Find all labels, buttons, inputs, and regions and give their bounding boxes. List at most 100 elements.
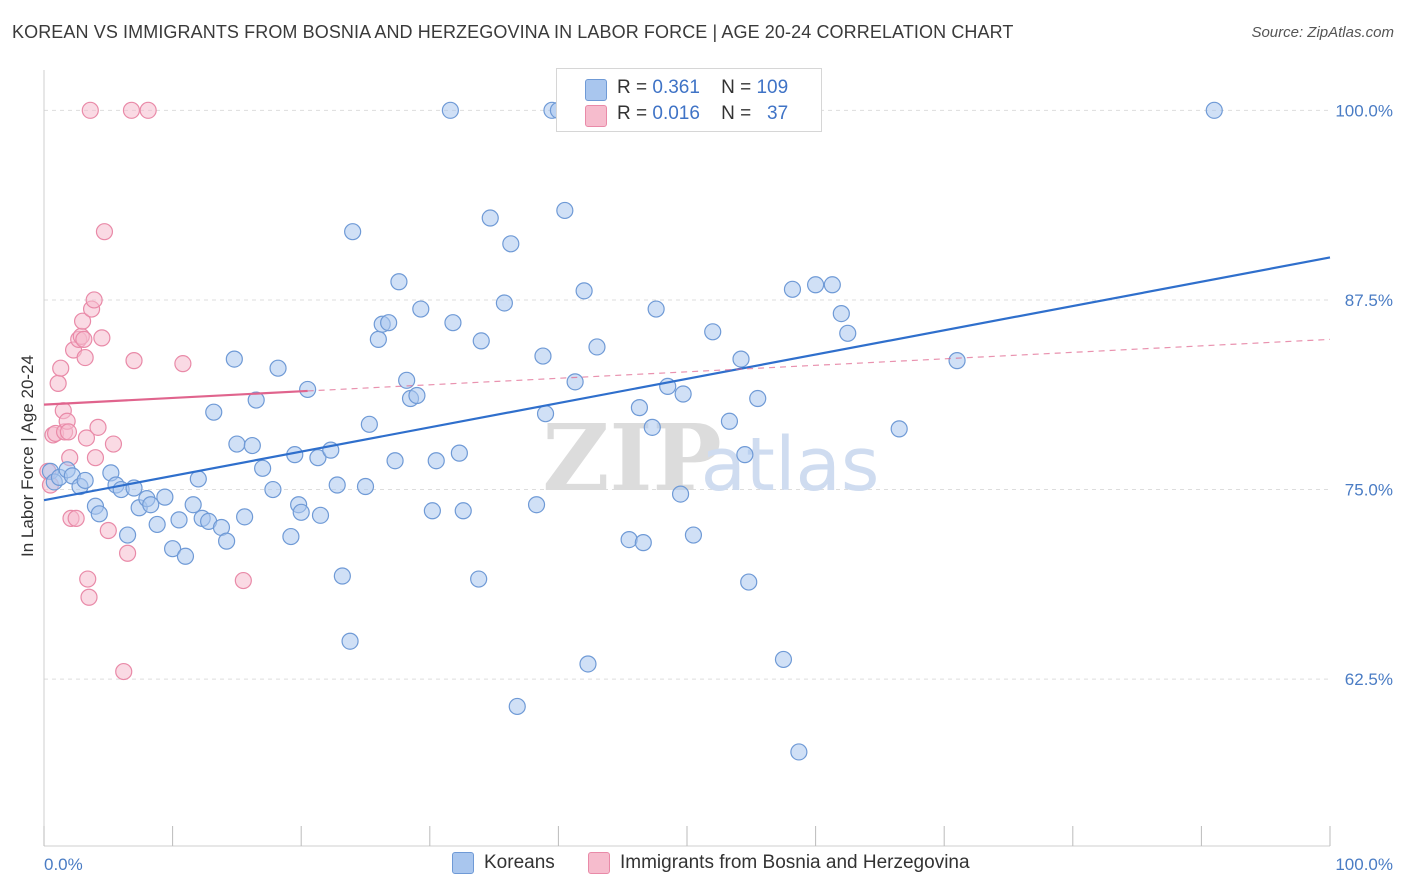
korean-point <box>369 330 387 348</box>
x-tick-label-max: 100.0% <box>1335 855 1393 874</box>
bosnia-point <box>234 571 252 590</box>
bosnia-point <box>76 348 94 367</box>
korean-point <box>579 655 597 673</box>
korean-point <box>148 515 166 534</box>
korean-point <box>732 350 750 368</box>
stats-legend: R = 0.361 N = 109 R = 0.016 N = 37 <box>556 68 822 132</box>
korean-point <box>90 505 108 523</box>
bosnia-point <box>174 355 192 373</box>
bosnia-point <box>52 359 70 377</box>
korean-point <box>247 391 265 409</box>
korean-point <box>170 511 188 529</box>
korean-point <box>684 526 703 544</box>
bottom-legend-label-bosnia: Immigrants from Bosnia and Herzegovina <box>620 852 970 873</box>
bosnia-point <box>73 312 92 330</box>
legend-swatch-blue <box>585 79 607 101</box>
legend-n-label: N = <box>721 77 752 98</box>
korean-point <box>674 385 692 403</box>
korean-point <box>390 273 408 291</box>
korean-point <box>534 347 552 365</box>
korean-point <box>264 480 282 499</box>
legend-n-label: N = <box>721 103 752 124</box>
bosnia-point <box>122 101 141 119</box>
bosnia-point <box>81 101 99 119</box>
korean-point <box>575 282 593 300</box>
korean-point <box>412 300 430 318</box>
korean-point <box>142 496 160 514</box>
bosnia-point <box>49 374 67 392</box>
korean-point <box>311 506 330 524</box>
bosnia-trend-extension <box>307 338 1331 392</box>
korean-point <box>736 446 754 464</box>
bottom-legend-swatch-pink <box>588 852 610 874</box>
korean-point <box>472 332 490 350</box>
legend-r-label: R = <box>617 103 648 124</box>
korean-point <box>481 209 499 227</box>
korean-point <box>630 399 649 417</box>
korean-point <box>76 471 94 490</box>
korean-point <box>156 488 174 506</box>
korean-point <box>508 697 526 716</box>
bosnia-point <box>79 570 97 588</box>
korean-point <box>704 323 722 341</box>
korean-point <box>269 359 287 377</box>
korean-point <box>527 496 546 514</box>
korean-point <box>228 435 246 453</box>
bosnia-point <box>59 423 78 441</box>
korean-point <box>282 527 300 546</box>
korean-point <box>333 567 351 585</box>
korean-point <box>749 389 767 408</box>
korean-point <box>634 534 652 552</box>
korean-point <box>470 570 488 588</box>
korean-point <box>441 101 459 119</box>
x-tick-label-min: 0.0% <box>44 855 83 874</box>
korean-point <box>783 280 802 298</box>
korean-points <box>41 101 1223 761</box>
korean-point <box>647 300 665 318</box>
korean-point <box>423 502 441 520</box>
legend-r-value: 0.016 <box>652 103 700 124</box>
bosnia-point <box>86 449 105 467</box>
x-ticks <box>43 826 1331 846</box>
korean-point <box>360 415 378 433</box>
legend-swatch-pink <box>585 105 607 127</box>
korean-point <box>806 276 825 294</box>
korean-point <box>176 547 195 565</box>
bosnia-point <box>80 588 98 606</box>
korean-point <box>243 436 261 455</box>
korean-point <box>643 418 661 436</box>
korean-point <box>205 403 223 421</box>
korean-point <box>588 338 606 356</box>
legend-r-value: 0.361 <box>652 77 700 98</box>
korean-point <box>839 324 857 342</box>
korean-point <box>292 503 310 521</box>
y-tick-label: 62.5% <box>1345 670 1393 689</box>
korean-point <box>218 532 236 550</box>
bosnia-point <box>118 544 137 562</box>
bosnia-point <box>85 291 103 309</box>
korean-point <box>495 294 513 312</box>
watermark-zip: ZIP <box>542 404 721 512</box>
korean-point <box>189 470 207 488</box>
legend-n-value: 37 <box>767 103 789 124</box>
y-tick-label: 100.0% <box>1335 101 1393 120</box>
korean-point <box>556 201 574 220</box>
korean-point <box>444 314 462 332</box>
korean-point <box>341 632 359 650</box>
korean-point <box>299 380 317 399</box>
bosnia-point <box>139 101 157 119</box>
korean-point <box>620 530 638 549</box>
korean-point <box>566 373 584 391</box>
korean-point <box>774 650 793 669</box>
korean-point <box>790 743 808 761</box>
korean-point <box>356 477 375 496</box>
korean-point <box>328 476 346 494</box>
bosnia-point <box>95 223 114 241</box>
bosnia-point <box>75 330 93 348</box>
korean-point <box>536 405 555 423</box>
bosnia-point <box>93 329 111 347</box>
korean-point <box>184 496 202 514</box>
bosnia-point <box>99 521 117 540</box>
bosnia-point <box>89 418 107 436</box>
